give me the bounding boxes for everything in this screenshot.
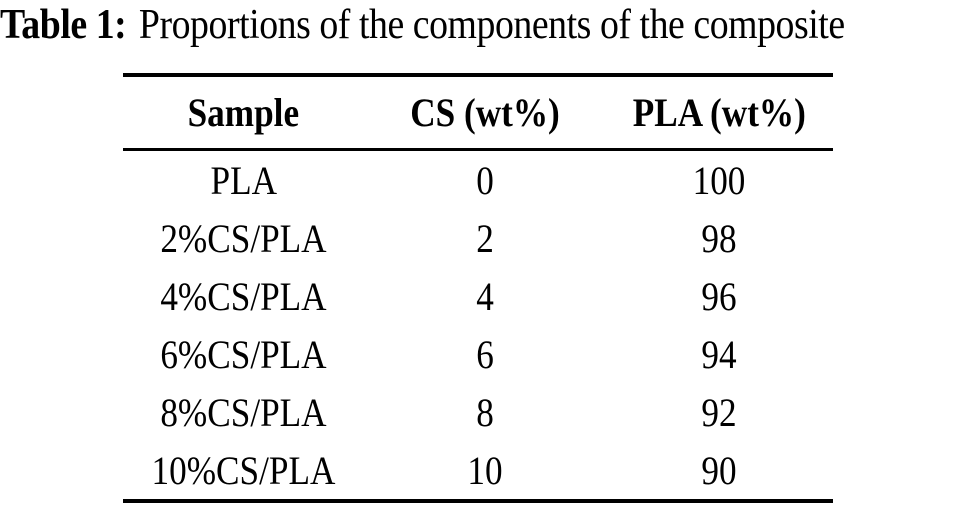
cell-sample-value: PLA: [210, 157, 277, 203]
column-header-sample-label: Sample: [187, 90, 300, 135]
cell-pla: 96: [606, 267, 833, 325]
table-row: 10%CS/PLA 10 90: [123, 441, 833, 501]
cell-sample-value: 8%CS/PLA: [160, 389, 327, 435]
cell-sample: PLA: [123, 150, 364, 210]
column-header-cs: CS (wt%): [364, 75, 606, 151]
cell-cs: 6: [364, 325, 605, 383]
cell-sample-value: 4%CS/PLA: [160, 273, 327, 319]
table-caption: Table 1: Proportions of the components of…: [0, 2, 845, 48]
cell-sample: 6%CS/PLA: [123, 325, 364, 383]
table-body: PLA 0 100 2%CS/PLA 2 98 4%CS/PLA 4 96 6%…: [123, 150, 833, 502]
cell-cs-value: 0: [476, 157, 494, 203]
cell-sample-value: 10%CS/PLA: [151, 447, 336, 493]
cell-cs: 2: [364, 209, 605, 267]
cell-pla: 92: [606, 383, 833, 441]
proportions-table: Sample CS (wt%) PLA (wt%) PLA 0 100 2%CS…: [123, 73, 833, 503]
cell-pla-value: 94: [701, 331, 737, 377]
cell-pla-value: 96: [701, 273, 737, 319]
table-header: Sample CS (wt%) PLA (wt%): [123, 75, 833, 151]
header-row: Sample CS (wt%) PLA (wt%): [123, 75, 833, 151]
cell-pla-value: 100: [692, 157, 746, 203]
cell-pla: 100: [606, 150, 833, 210]
cell-sample: 4%CS/PLA: [123, 267, 364, 325]
cell-cs-value: 4: [476, 273, 494, 319]
cell-pla-value: 98: [701, 215, 737, 261]
cell-pla-value: 92: [701, 389, 737, 435]
cell-cs-value: 2: [476, 215, 494, 261]
table-row: 2%CS/PLA 2 98: [123, 209, 833, 267]
cell-cs: 10: [364, 441, 605, 501]
column-header-pla: PLA (wt%): [605, 75, 833, 151]
cell-cs: 4: [364, 267, 605, 325]
table-row: 6%CS/PLA 6 94: [123, 325, 833, 383]
cell-pla: 98: [606, 209, 833, 267]
table-row: 8%CS/PLA 8 92: [123, 383, 833, 441]
column-header-cs-label: CS (wt%): [410, 90, 560, 135]
table-caption-text: Proportions of the components of the com…: [138, 2, 845, 48]
column-header-sample: Sample: [123, 75, 365, 151]
cell-pla: 94: [606, 325, 833, 383]
cell-cs-value: 8: [476, 389, 494, 435]
cell-sample-value: 2%CS/PLA: [160, 215, 327, 261]
table-caption-label: Table 1:: [0, 2, 127, 48]
table-row: PLA 0 100: [123, 150, 833, 210]
cell-sample: 8%CS/PLA: [123, 383, 364, 441]
cell-cs-value: 10: [467, 447, 503, 493]
column-header-pla-label: PLA (wt%): [632, 90, 806, 135]
cell-sample: 2%CS/PLA: [123, 209, 364, 267]
cell-sample-value: 6%CS/PLA: [160, 331, 327, 377]
table-row: 4%CS/PLA 4 96: [123, 267, 833, 325]
cell-cs: 0: [364, 150, 605, 210]
cell-sample: 10%CS/PLA: [123, 441, 364, 501]
cell-cs: 8: [364, 383, 605, 441]
cell-pla: 90: [606, 441, 833, 501]
cell-cs-value: 6: [476, 331, 494, 377]
cell-pla-value: 90: [701, 447, 737, 493]
